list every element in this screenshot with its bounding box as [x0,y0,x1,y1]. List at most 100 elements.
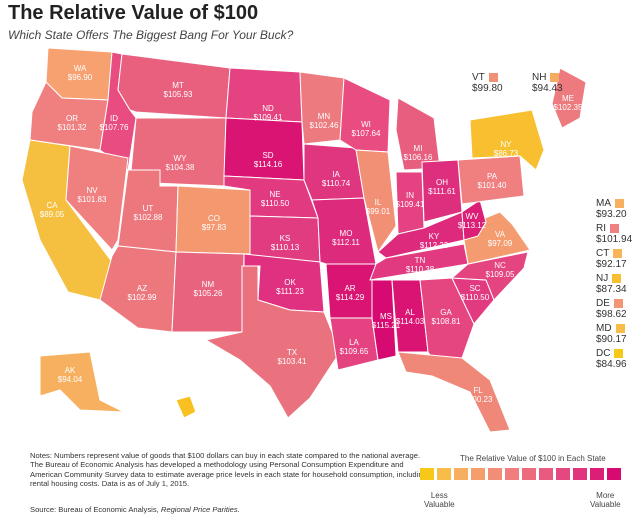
state-abbr-tn: TN [415,256,426,265]
state-abbr-mo: MO [340,229,353,238]
source-italic: Regional Price Parities. [160,505,240,514]
state-value-la: $109.65 [340,347,369,356]
legend-color-scale [420,468,624,480]
state-abbr-ny: NY [500,140,512,149]
sidebar-state-ct: CT $92.17 [596,248,627,270]
legend-swatch [454,468,468,480]
state-value-tx: $103.41 [278,357,307,366]
callout-value: $99.80 [472,83,503,94]
state-value-ms: $115.21 [372,321,401,330]
legend-swatch [488,468,502,480]
legend-swatch [590,468,604,480]
notes-text: Notes: Numbers represent value of goods … [30,451,427,488]
legend-swatch [573,468,587,480]
state-abbr-wv: WV [466,212,480,221]
sidebar-value: $93.20 [596,209,627,220]
state-value-ca: $89.05 [40,210,65,219]
state-value-mo: $112.11 [332,238,360,247]
state-wi [339,77,391,153]
state-il [355,149,397,254]
sidebar-abbr: DE [596,298,610,309]
state-ny [469,109,545,171]
state-value-ne: $110.50 [261,199,290,208]
sidebar-abbr: MA [596,198,611,209]
state-abbr-wa: WA [74,64,87,73]
sidebar-state-de: DE $98.62 [596,298,627,320]
legend-swatch [539,468,553,480]
state-abbr-al: AL [405,308,415,317]
sidebar-value: $87.34 [596,284,627,295]
sidebar-value: $84.96 [596,359,627,370]
state-abbr-sd: SD [262,151,273,160]
state-abbr-ok: OK [284,278,296,287]
state-value-ks: $110.13 [271,243,300,252]
state-abbr-mt: MT [172,81,184,90]
state-value-ut: $102.88 [134,213,163,222]
state-value-wa: $96.90 [68,73,93,82]
state-ak [39,351,125,413]
state-value-sc: $110.50 [461,293,490,302]
state-abbr-me: ME [562,94,574,103]
callout-abbr: NH [532,72,547,83]
state-value-co: $97.83 [202,223,227,232]
state-abbr-co: CO [208,214,220,223]
sidebar-swatch [613,248,623,258]
state-value-il: $99.01 [366,207,391,216]
state-abbr-az: AZ [137,284,147,293]
state-value-nd: $109.41 [254,113,283,122]
state-value-mn: $102.46 [310,121,339,130]
state-value-mt: $105.93 [164,90,193,99]
state-abbr-pa: PA [487,172,498,181]
state-value-ak: $94.04 [58,375,83,384]
state-abbr-il: IL [375,198,382,207]
source-prefix: Source: Bureau of Economic Analysis, [30,505,161,514]
state-abbr-ak: AK [65,366,76,375]
state-ms [371,279,397,361]
callout-swatch [488,72,498,82]
state-value-pa: $101.40 [478,181,507,190]
state-value-az: $102.99 [128,293,157,302]
state-tx [204,265,341,419]
state-abbr-ne: NE [269,190,280,199]
state-abbr-in: IN [406,191,414,200]
state-value-wv: $113.12 [458,221,487,230]
state-value-tn: $110.38 [406,265,435,274]
state-value-nc: $109.05 [486,270,515,279]
legend-more-line2: Valuable [590,500,621,509]
state-value-ar: $114.29 [336,293,365,302]
state-value-ia: $110.74 [322,179,351,188]
state-abbr-wi: WI [361,120,371,129]
state-abbr-ms: MS [380,312,392,321]
legend-less-line1: Less [430,491,448,500]
legend-more-line1: More [596,491,615,500]
state-abbr-mn: MN [318,112,331,121]
state-value-nv: $101.83 [78,195,107,204]
callout-abbr: VT [472,72,485,83]
sidebar-swatch [614,348,624,358]
state-value-hi: $86.06 [186,419,211,428]
state-hi [175,395,197,419]
state-abbr-tx: TX [287,348,298,357]
callout-vt: VT $99.80 [472,72,503,94]
state-abbr-va: VA [495,230,506,239]
state-value-nm: $105.26 [194,289,223,298]
sidebar-value: $90.17 [596,334,627,345]
sidebar-swatch [615,198,624,208]
state-abbr-ut: UT [143,204,154,213]
state-me [551,67,587,129]
sidebar-state-dc: DC $84.96 [596,348,627,370]
state-abbr-nc: NC [494,261,506,270]
state-value-mi: $106.16 [404,153,433,162]
sidebar-value: $92.17 [596,259,627,270]
state-value-or: $101.32 [58,123,87,132]
sidebar-state-md: MD $90.17 [596,323,627,345]
state-value-al: $114.03 [396,317,425,326]
state-fl [397,351,511,433]
sidebar-state-nj: NJ $87.34 [596,273,627,295]
legend-swatch [471,468,485,480]
state-abbr-ky: KY [429,232,440,241]
sidebar-value: $101.94 [596,234,633,245]
state-value-id: $107.76 [100,123,129,132]
callout-nh: NH $94.43 [532,72,563,94]
